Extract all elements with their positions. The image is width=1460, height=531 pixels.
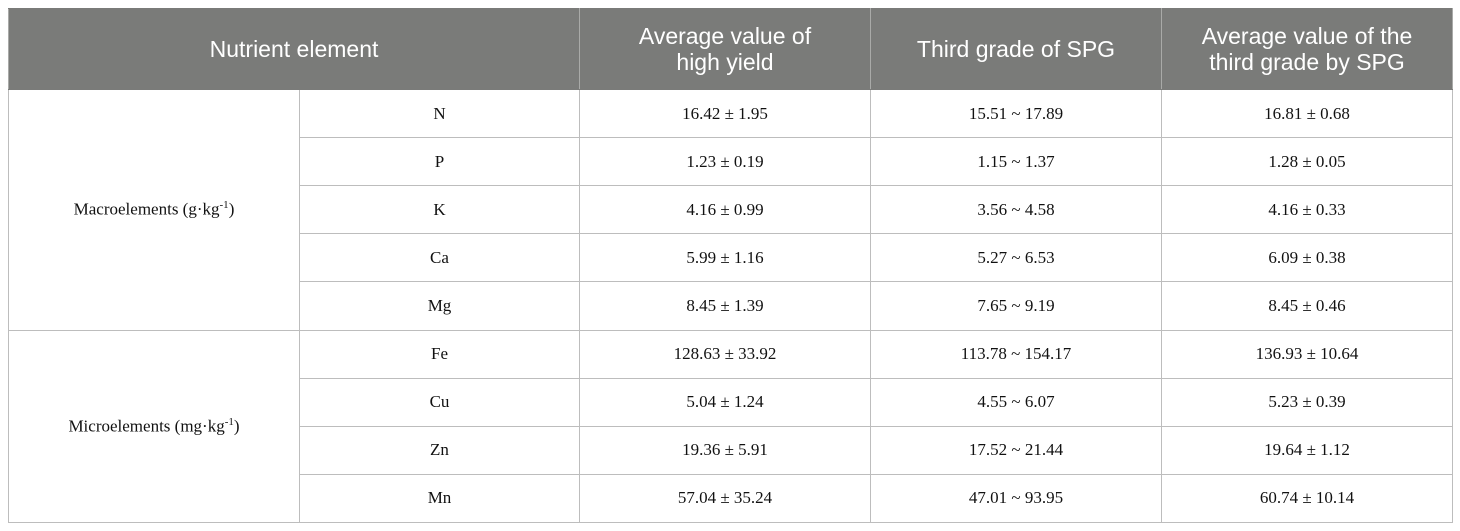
avg-cell: 16.42 ± 1.95 <box>579 88 871 139</box>
range-cell: 1.15 ~ 1.37 <box>870 137 1162 187</box>
range-cell: 113.78 ~ 154.17 <box>870 329 1162 379</box>
avg-cell: 19.36 ± 5.91 <box>579 425 871 475</box>
header-average-high-yield: Average value of high yield <box>579 8 871 90</box>
table-row: Ca 5.99 ± 1.16 5.27 ~ 6.53 6.09 ± 0.38 <box>9 233 1453 283</box>
third-avg-cell: 5.23 ± 0.39 <box>1161 377 1453 427</box>
avg-cell: 1.23 ± 0.19 <box>579 137 871 187</box>
element-cell: Ca <box>299 233 580 283</box>
element-cell: Cu <box>299 377 580 427</box>
table-row: Macroelements (g·kg-1) N 16.42 ± 1.95 15… <box>8 88 1453 331</box>
element-cell: P <box>299 137 580 187</box>
third-avg-cell: 6.09 ± 0.38 <box>1161 233 1453 283</box>
third-avg-cell: 19.64 ± 1.12 <box>1161 425 1453 475</box>
header-row: Nutrient element Average value of high yi… <box>8 8 1453 90</box>
range-cell: 47.01 ~ 93.95 <box>870 473 1162 524</box>
group-microelements: Microelements (mg·kg-1) <box>8 329 300 524</box>
range-cell: 3.56 ~ 4.58 <box>870 185 1162 235</box>
element-cell: Mn <box>299 473 580 524</box>
third-avg-cell: 136.93 ± 10.64 <box>1161 329 1453 379</box>
avg-cell: 5.99 ± 1.16 <box>579 233 871 283</box>
table-row: P 1.23 ± 0.19 1.15 ~ 1.37 1.28 ± 0.05 <box>9 137 1453 187</box>
table-row: Mn 57.04 ± 35.24 47.01 ~ 93.95 60.74 ± 1… <box>9 473 1453 524</box>
range-cell: 4.55 ~ 6.07 <box>870 377 1162 427</box>
third-avg-cell: 60.74 ± 10.14 <box>1161 473 1453 524</box>
table-row: Cu 5.04 ± 1.24 4.55 ~ 6.07 5.23 ± 0.39 <box>9 377 1453 427</box>
element-cell: K <box>299 185 580 235</box>
range-cell: 15.51 ~ 17.89 <box>870 88 1162 139</box>
avg-cell: 5.04 ± 1.24 <box>579 377 871 427</box>
range-cell: 17.52 ~ 21.44 <box>870 425 1162 475</box>
table-row: K 4.16 ± 0.99 3.56 ~ 4.58 4.16 ± 0.33 <box>9 185 1453 235</box>
element-cell: Mg <box>299 281 580 331</box>
range-cell: 7.65 ~ 9.19 <box>870 281 1162 331</box>
element-cell: N <box>299 88 580 139</box>
group-macroelements: Macroelements (g·kg-1) <box>8 89 300 331</box>
header-third-grade-spg: Third grade of SPG <box>870 8 1162 90</box>
avg-cell: 4.16 ± 0.99 <box>579 185 871 235</box>
third-avg-cell: 16.81 ± 0.68 <box>1161 88 1453 139</box>
third-avg-cell: 8.45 ± 0.46 <box>1161 281 1453 331</box>
table-row: Microelements (mg·kg-1) Fe 128.63 ± 33.9… <box>8 329 1453 524</box>
third-avg-cell: 1.28 ± 0.05 <box>1161 137 1453 187</box>
third-avg-cell: 4.16 ± 0.33 <box>1161 185 1453 235</box>
element-cell: Zn <box>299 425 580 475</box>
avg-cell: 8.45 ± 1.39 <box>579 281 871 331</box>
avg-cell: 57.04 ± 35.24 <box>579 473 871 524</box>
range-cell: 5.27 ~ 6.53 <box>870 233 1162 283</box>
header-average-third-grade: Average value of the third grade by SPG <box>1161 8 1453 90</box>
avg-cell: 128.63 ± 33.92 <box>579 329 871 379</box>
header-nutrient-element: Nutrient element <box>8 8 580 90</box>
element-cell: Fe <box>299 329 580 379</box>
nutrient-table: Nutrient element Average value of high yi… <box>8 8 1453 524</box>
